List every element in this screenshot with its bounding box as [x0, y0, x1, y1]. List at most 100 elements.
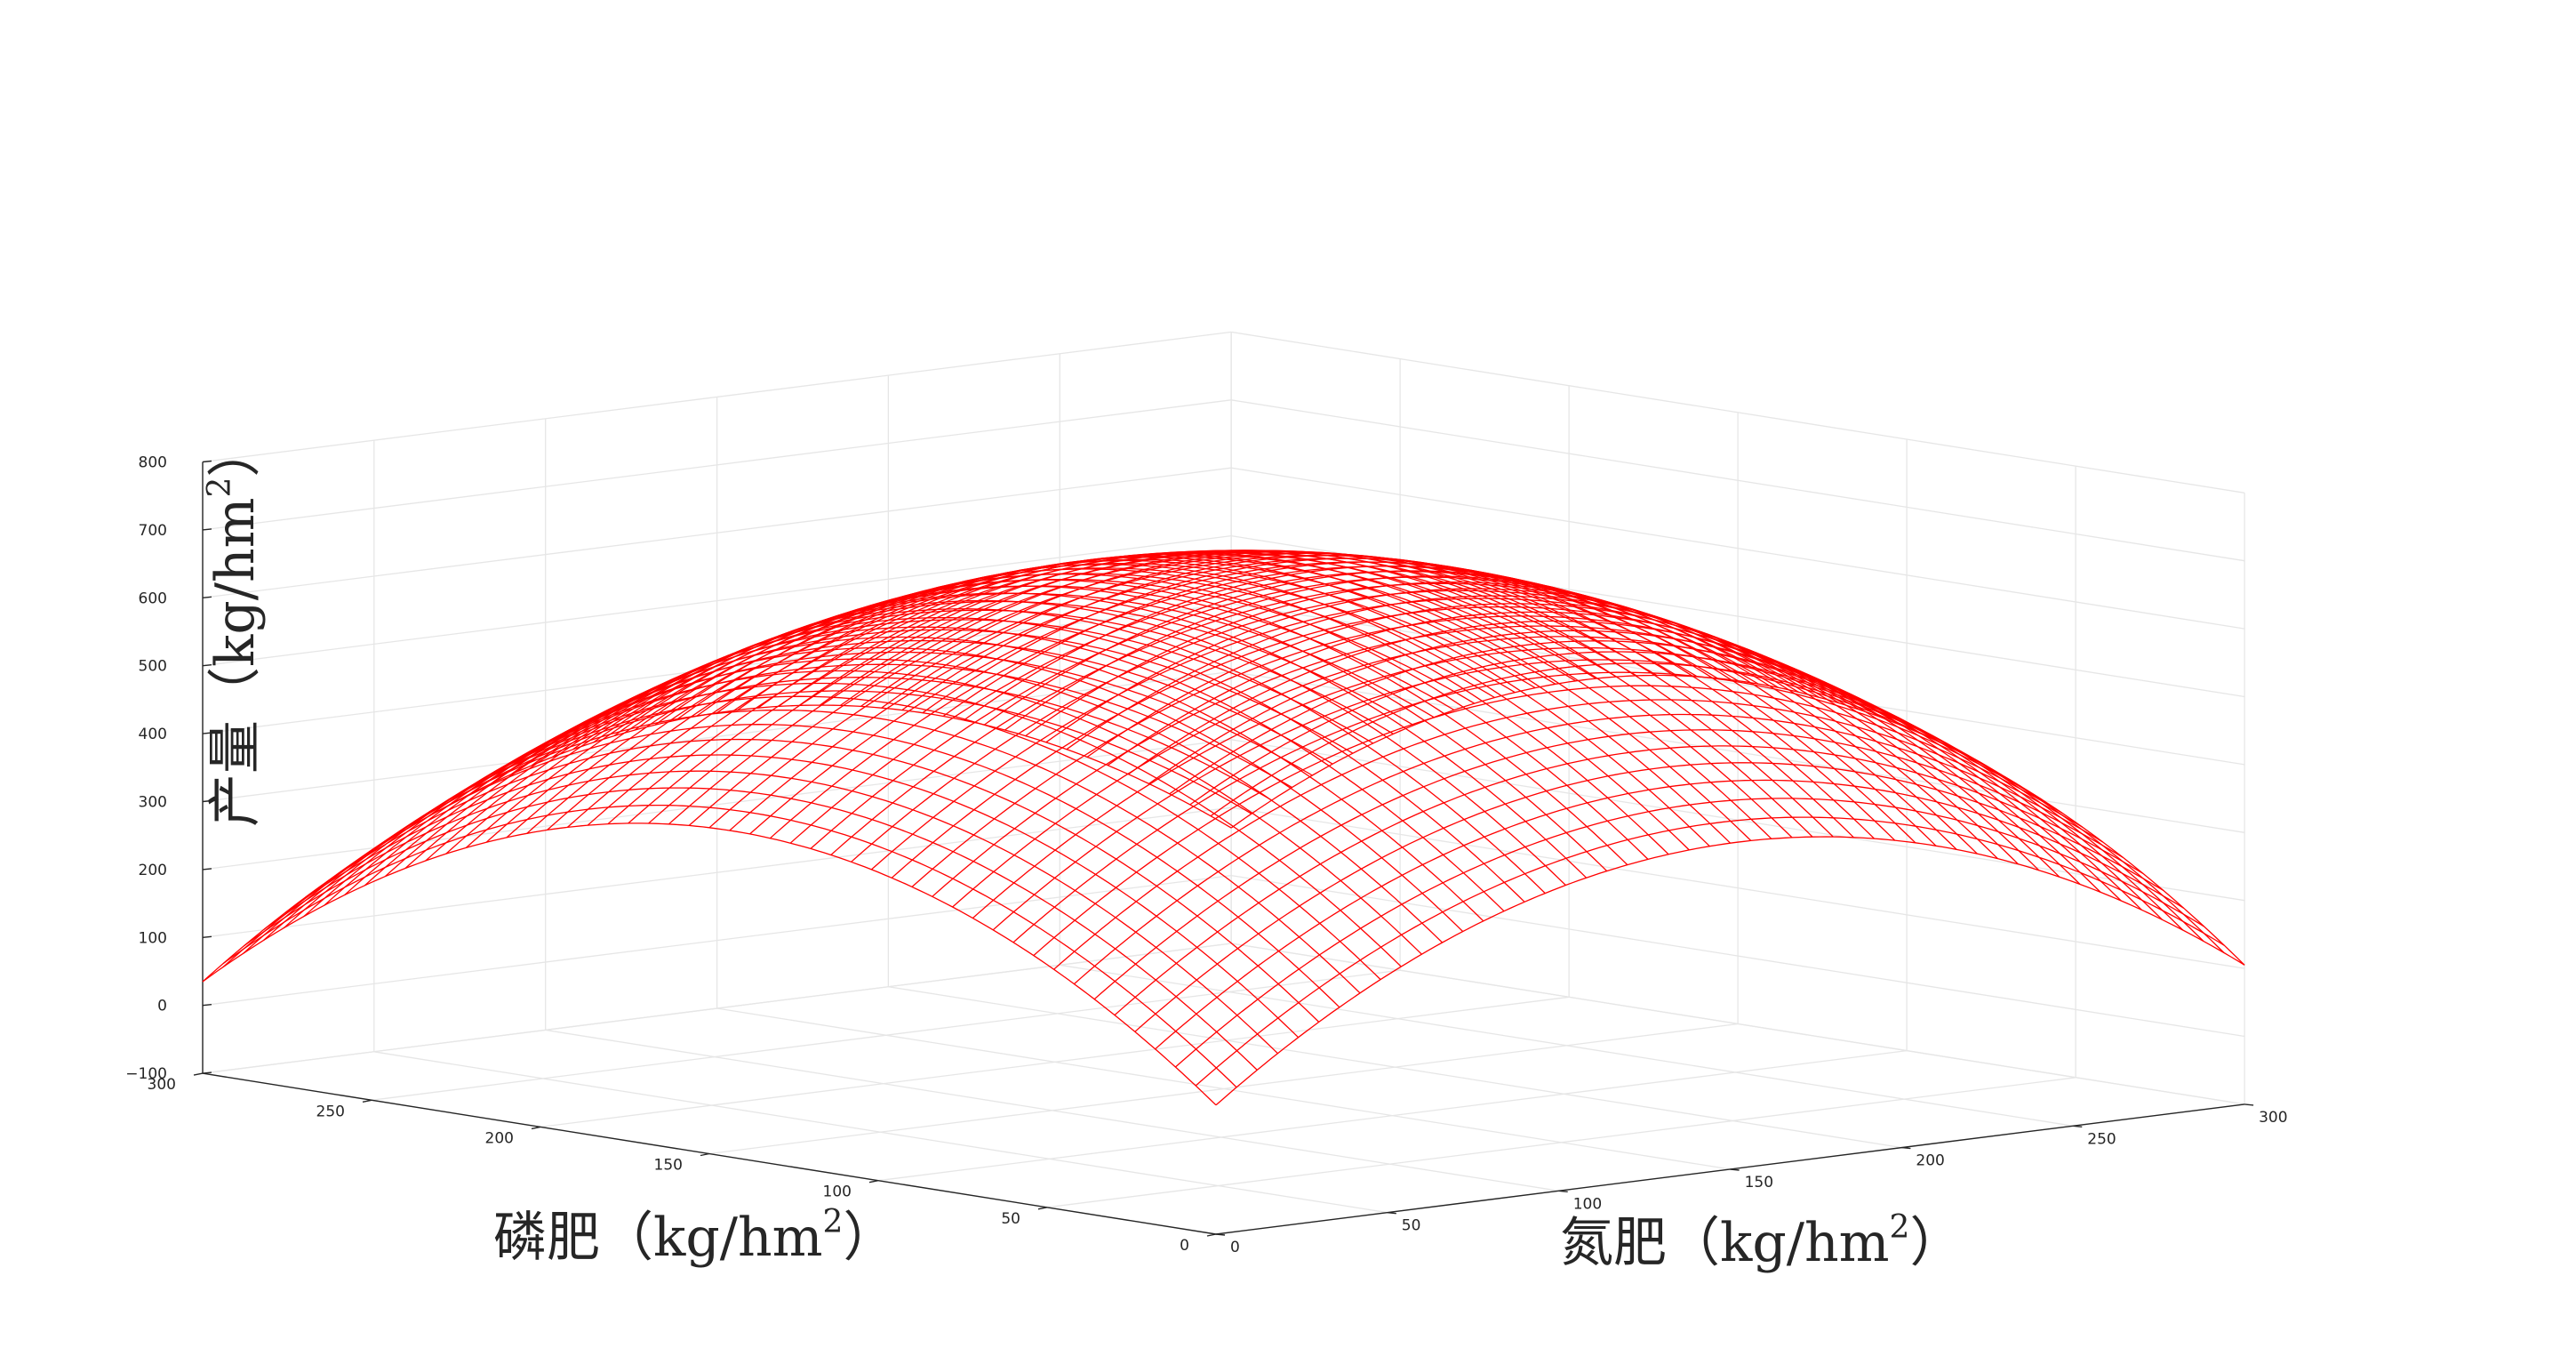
- surface-line-n-252: [1066, 595, 2081, 885]
- y-axis-label-close: ）: [843, 1207, 896, 1269]
- surface-line-n-78: [469, 636, 1484, 922]
- x-tick-label: 50: [1402, 1217, 1421, 1235]
- y-axis-label: 磷肥（kg/hm2）: [493, 1204, 896, 1269]
- z-tick-label: −100: [125, 1065, 167, 1083]
- surface-line-n-150: [716, 557, 1732, 844]
- z-tick-mark-0: [202, 1004, 212, 1007]
- x-tick-mark-300: [2244, 1103, 2254, 1106]
- z-axis-label-sup: 2: [202, 477, 238, 498]
- surface-line-n-138: [675, 564, 1690, 851]
- z-tick-label: 600: [139, 590, 167, 607]
- x-tick-mark-150: [1730, 1168, 1740, 1171]
- floor-grid-line-p-100: [877, 1049, 1908, 1182]
- z-tick-label: 300: [139, 794, 167, 812]
- floor-grid-line-p-300: [202, 943, 1232, 1074]
- z-tick-mark-200: [202, 868, 212, 871]
- x-axis-label-sup: 2: [1890, 1209, 1910, 1246]
- surface-line-n-120: [613, 579, 1628, 866]
- z-tick-label: 500: [139, 658, 167, 676]
- floor-grid-line-p-150: [708, 1023, 1739, 1155]
- surface-line-n-132: [654, 568, 1669, 855]
- tick-labels: 050100150200250300050100150200250300−100…: [125, 454, 2287, 1257]
- z-axis-label: 产量（kg/hm2）: [202, 424, 267, 827]
- surface-line-n-18: [264, 770, 1278, 1055]
- surface-line-p-210: [506, 563, 1536, 838]
- y-tick-label: 250: [316, 1103, 345, 1120]
- floor-grid-line-p-200: [540, 996, 1570, 1128]
- y-tick-mark-50: [1037, 1207, 1048, 1210]
- z-tick-mark-400: [202, 732, 212, 734]
- y-tick-label: 50: [1001, 1210, 1020, 1228]
- surface-line-n-282: [1169, 640, 2184, 931]
- surface-line-n-174: [798, 550, 1813, 838]
- surface-line-n-144: [696, 559, 1710, 847]
- x-axis-label-text: 氮肥（kg/hm: [1560, 1212, 1890, 1274]
- surface-line-n-240: [1025, 582, 2040, 871]
- x-tick-mark-250: [2073, 1125, 2083, 1127]
- surface-line-n-42: [346, 709, 1361, 994]
- surface-line-n-168: [778, 550, 1793, 838]
- surface-line-n-48: [366, 695, 1381, 981]
- z-tick-label: 100: [139, 929, 167, 947]
- x-tick-label: 250: [2087, 1130, 2116, 1148]
- z-tick-mark-100: [202, 935, 212, 938]
- surface-line-n-6: [222, 804, 1237, 1088]
- surface-line-n-12: [243, 787, 1258, 1071]
- y-tick-mark-100: [868, 1180, 879, 1184]
- surface-line-p-84: [932, 625, 1962, 897]
- surface-line-n-204: [901, 555, 1916, 844]
- surface-line-n-258: [1086, 603, 2101, 893]
- x-tick-mark-200: [1901, 1146, 1911, 1150]
- x-tick-label: 100: [1573, 1195, 1602, 1213]
- surface-line-n-300: [1230, 674, 2245, 966]
- z-axis-label-text: 产量（kg/hm: [204, 497, 267, 827]
- surface-mesh: [202, 550, 2245, 1106]
- surface-line-n-294: [1210, 662, 2225, 953]
- back-grid: [202, 331, 2245, 1105]
- surface-line-n-36: [325, 724, 1340, 1008]
- z-tick-mark-300: [202, 799, 212, 803]
- floor-grid-line-n-300: [1230, 943, 2245, 1105]
- z-tick-label: 200: [139, 862, 167, 879]
- surface-line-n-156: [737, 554, 1752, 841]
- y-tick-mark-300: [193, 1072, 204, 1076]
- axes: [193, 460, 2254, 1237]
- y-tick-mark-200: [531, 1126, 541, 1130]
- y-tick-label: 100: [823, 1184, 852, 1201]
- surface-line-n-96: [531, 608, 1546, 895]
- surface-line-p-294: [222, 690, 1252, 968]
- surface-line-n-234: [1004, 575, 2019, 865]
- z-tick-label: 400: [139, 726, 167, 743]
- floor-grid-line-p-50: [1046, 1077, 2076, 1208]
- y-tick-mark-150: [700, 1152, 710, 1157]
- surface-line-n-216: [942, 561, 1957, 850]
- x-tick-label: 0: [1230, 1239, 1240, 1256]
- surface-line-p-90: [911, 615, 1941, 887]
- z-tick-label: 0: [157, 998, 167, 1015]
- surface-line-p-258: [344, 619, 1374, 896]
- surface-line-n-270: [1128, 620, 2142, 911]
- surface-line-n-126: [634, 574, 1649, 860]
- y-tick-label: 200: [485, 1129, 514, 1147]
- z-tick-mark-700: [202, 528, 212, 531]
- surface-line-n-228: [984, 570, 1998, 860]
- z-tick-label: 700: [139, 522, 167, 540]
- x-tick-label: 300: [2259, 1109, 2287, 1127]
- surface-line-n-102: [552, 599, 1566, 886]
- x-tick-mark-0: [1215, 1233, 1226, 1236]
- surface-line-p-288: [243, 677, 1273, 954]
- z-tick-label: 800: [139, 454, 167, 472]
- x-tick-label: 200: [1916, 1152, 1944, 1170]
- surface-line-n-276: [1148, 630, 2163, 920]
- x-axis-label-close: ）: [1909, 1212, 1963, 1274]
- floor-grid-line-p-250: [371, 969, 1401, 1101]
- surface-line-n-90: [510, 617, 1525, 903]
- floor-grid: [202, 943, 2245, 1235]
- surface-line-n-24: [284, 754, 1300, 1039]
- x-tick-mark-50: [1387, 1212, 1396, 1215]
- z-tick-mark-600: [202, 596, 212, 598]
- surface-line-n-264: [1107, 611, 2122, 902]
- y-tick-mark-250: [362, 1099, 372, 1103]
- surface-line-p-282: [262, 663, 1292, 942]
